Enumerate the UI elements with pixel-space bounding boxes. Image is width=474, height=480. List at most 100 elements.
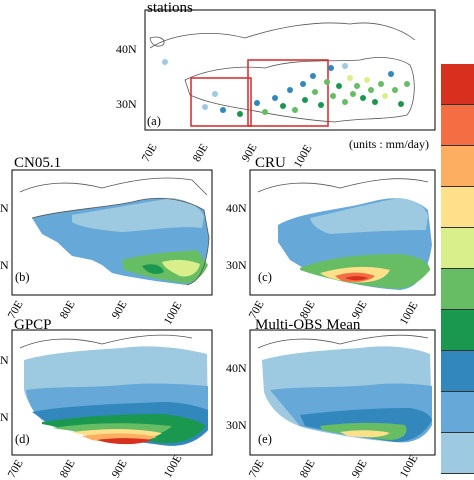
station-dot xyxy=(392,87,398,93)
station-dot xyxy=(202,104,208,110)
colorbar-segment xyxy=(441,228,474,269)
station-dot xyxy=(324,79,330,85)
station-dot xyxy=(398,101,404,107)
panel-b-field-darkgreen xyxy=(142,264,164,274)
station-dot xyxy=(328,65,334,71)
panel-a-map xyxy=(144,9,436,131)
panel-d-ytick-2: N xyxy=(0,410,9,424)
station-dot xyxy=(372,99,378,105)
colorbar-segment xyxy=(441,351,474,392)
station-dot xyxy=(378,81,384,87)
station-dot xyxy=(287,87,293,93)
station-dot xyxy=(342,99,348,105)
station-dot xyxy=(302,97,308,103)
station-dot xyxy=(300,81,306,87)
colorbar-segment xyxy=(441,146,474,187)
panel-d-label: (d) xyxy=(15,432,30,446)
panel-c-title: CRU xyxy=(255,155,286,171)
colorbar-segments xyxy=(441,64,474,474)
panel-b-frame xyxy=(11,169,213,296)
panel-a-west-box xyxy=(190,77,252,127)
panel-c-frame xyxy=(249,169,436,296)
panel-a-east-box xyxy=(247,59,329,127)
panel-b-ytick-2: N xyxy=(0,258,9,272)
panel-a-frame xyxy=(144,9,436,131)
station-dot xyxy=(312,89,318,95)
panel-b-xtick-80e: 80E xyxy=(58,298,78,321)
colorbar xyxy=(441,64,474,474)
station-dot xyxy=(382,93,388,99)
panel-b-ytick-1: N xyxy=(0,201,9,215)
panel-e-outline xyxy=(257,334,429,349)
station-dot xyxy=(237,111,243,117)
station-dot xyxy=(280,103,286,109)
panel-c-xtick-100e: 100E xyxy=(398,299,421,327)
station-dot xyxy=(388,71,394,77)
station-dot xyxy=(310,73,316,79)
colorbar-segment xyxy=(441,310,474,351)
station-dot xyxy=(360,95,366,101)
panel-a-lake xyxy=(149,36,165,47)
panel-d-xtick-80e: 80E xyxy=(58,457,78,480)
panel-c-map xyxy=(249,169,436,296)
station-dot xyxy=(354,83,360,89)
panel-a-plateau-outline xyxy=(184,57,415,123)
panel-c-ytick-40n: 40N xyxy=(226,201,247,215)
panel-e-xtick-90e: 90E xyxy=(350,457,370,480)
panel-d-outline xyxy=(19,334,193,349)
station-dot xyxy=(212,91,218,97)
panel-d-frame xyxy=(11,329,213,456)
station-dot xyxy=(347,75,353,81)
station-dot xyxy=(364,77,370,83)
panel-e-frame xyxy=(249,329,436,456)
panel-b-outline xyxy=(19,177,210,286)
units-label: (units : mm/day) xyxy=(349,137,429,151)
panel-b-map xyxy=(11,169,213,296)
colorbar-segment xyxy=(441,105,474,146)
station-dot xyxy=(162,59,168,65)
colorbar-segment xyxy=(441,187,474,228)
panel-e-xtick-70e: 70E xyxy=(247,457,267,480)
station-dot xyxy=(342,63,348,69)
panel-b-label: (b) xyxy=(15,270,30,284)
panel-a-xtick-100e: 100E xyxy=(292,142,315,170)
panel-a-xtick-70e: 70E xyxy=(140,141,160,164)
panel-b-xtick-90e: 90E xyxy=(110,298,130,321)
panel-c-outline xyxy=(257,178,429,193)
panel-a-xtick-80e: 80E xyxy=(191,141,211,164)
station-dot xyxy=(368,87,374,93)
panel-c-label: (c) xyxy=(258,270,272,284)
station-dot xyxy=(272,95,278,101)
panel-e-ytick-30n: 30N xyxy=(226,418,247,432)
panel-b-title: CN05.1 xyxy=(14,155,62,171)
panel-a-label: (a) xyxy=(147,114,161,128)
panel-c-field-north xyxy=(310,198,428,234)
station-dot xyxy=(404,81,410,87)
station-dot xyxy=(330,93,336,99)
panel-e-label: (e) xyxy=(258,432,272,446)
panel-b-field-north xyxy=(72,198,204,232)
panel-c-ytick-30n: 30N xyxy=(226,258,247,272)
panel-d-map xyxy=(11,329,213,456)
panel-d-ytick-1: N xyxy=(0,353,9,367)
panel-e-xtick-80e: 80E xyxy=(298,457,318,480)
panel-b-xtick-100e: 100E xyxy=(162,299,185,327)
panel-d-title: GPCP xyxy=(14,317,52,333)
panel-a-title: stations xyxy=(147,0,193,16)
colorbar-segment xyxy=(441,269,474,310)
panel-c-field-red xyxy=(345,276,368,281)
panel-a-ytick-40n: 40N xyxy=(116,42,137,56)
station-dot xyxy=(350,91,356,97)
panel-e-title: Multi-OBS Mean xyxy=(255,317,361,333)
panel-d-xtick-90e: 90E xyxy=(110,457,130,480)
colorbar-segment xyxy=(441,433,474,474)
panel-a-stations xyxy=(162,59,410,117)
colorbar-segment xyxy=(441,392,474,433)
station-dot xyxy=(318,102,324,108)
station-dot xyxy=(254,100,260,106)
panel-b-field-yellow xyxy=(162,259,200,277)
panel-d-field-red xyxy=(97,438,152,445)
panel-e-ytick-40n: 40N xyxy=(226,361,247,375)
station-dot xyxy=(220,107,226,113)
panel-a-ytick-30n: 30N xyxy=(116,97,137,111)
